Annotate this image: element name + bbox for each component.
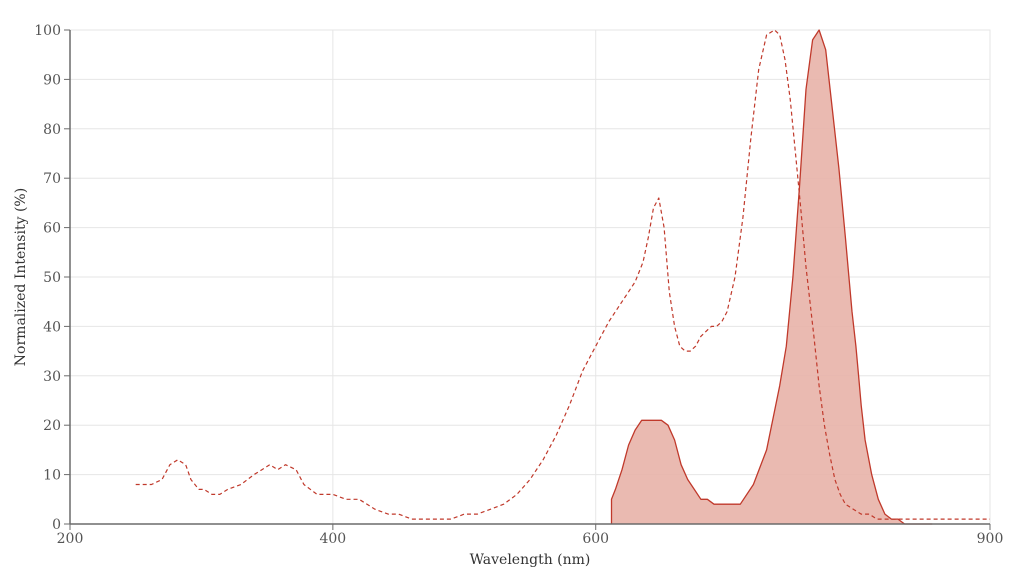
y-tick-label: 40 [43,319,61,335]
chart-series-area [611,30,933,524]
x-tick-label: 400 [319,531,346,547]
chart-ticks: 0 10 20 30 40 50 60 70 80 90 100 200 400 600 900 [34,23,1003,547]
y-tick-label: 20 [43,418,61,434]
y-tick-label: 90 [43,72,61,88]
y-tick-label: 10 [43,468,61,484]
y-tick-label: 0 [52,517,61,533]
chart-series-lines [135,29,990,525]
x-axis-title: Wavelength (nm) [470,552,591,568]
y-tick-label: 30 [43,369,61,385]
y-tick-label: 50 [43,270,61,286]
y-tick-label: 100 [34,23,61,39]
y-tick-label: 60 [43,221,61,237]
excitation-dashed-line [135,29,990,520]
y-tick-label: 80 [43,122,61,138]
emission-area-fill [611,30,933,524]
x-tick-label: 900 [977,531,1004,547]
x-tick-label: 600 [582,531,609,547]
y-axis-title: Normalized Intensity (%) [13,188,29,366]
y-tick-label: 70 [43,171,61,187]
emission-area-outline [610,29,933,525]
x-tick-label: 200 [57,531,84,547]
